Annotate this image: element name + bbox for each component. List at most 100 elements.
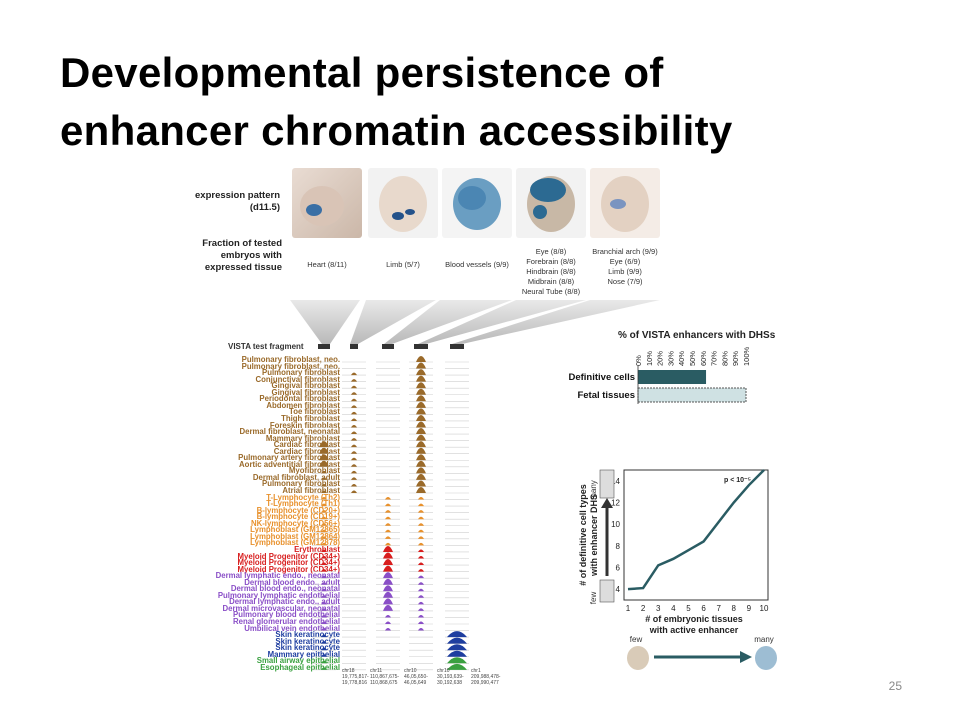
page-number: 25 xyxy=(888,679,902,693)
dhs-peak xyxy=(383,572,393,579)
dhs-peak xyxy=(385,503,391,507)
dhs-peak xyxy=(416,467,426,474)
line-y-tick: 14 xyxy=(611,477,620,486)
dhs-peak xyxy=(383,552,393,559)
dhs-peak xyxy=(385,621,391,624)
dhs-peak xyxy=(321,470,327,474)
dhs-peak xyxy=(321,490,327,493)
cell-type-label: Pulmonary artery fibroblast xyxy=(238,453,340,463)
bottom-label-few: few xyxy=(630,635,643,644)
dhs-peak xyxy=(418,529,424,533)
cell-type-label: Dermal lymphatic endo., adult xyxy=(229,597,340,607)
cell-type-label: Periodontal fibroblast xyxy=(259,394,340,404)
dhs-peak xyxy=(383,545,393,552)
line-y-axis-label: with enhancer DHS xyxy=(589,494,599,577)
fraction-label: Fraction of tested embryos with expresse… xyxy=(202,238,282,273)
dhs-peak xyxy=(416,356,426,362)
dhs-peak xyxy=(416,480,426,487)
line-series xyxy=(627,469,765,591)
line-x-axis-label: with active enhancer xyxy=(649,625,739,635)
dhs-peak xyxy=(351,379,357,382)
coordinate-label: chr1 209,988,478- 209,990,477 xyxy=(471,668,501,686)
dhs-peak xyxy=(447,644,467,651)
dhs-peak xyxy=(418,628,424,631)
cell-type-label: Dermal microvascular, neonatal xyxy=(222,603,340,613)
cell-type-label: Toe fibroblast xyxy=(289,407,340,417)
dhs-peak xyxy=(321,503,327,507)
dhs-peak xyxy=(385,536,391,539)
dhs-peak xyxy=(321,497,327,500)
embryo-image-blood-vessels xyxy=(442,168,512,238)
bottom-label-many: many xyxy=(754,635,774,644)
bar-x-tick: 60% xyxy=(699,351,708,366)
dhs-peak xyxy=(321,510,327,513)
dhs-peak xyxy=(416,454,426,461)
caption-blood-vessels: Blood vessels (9/9) xyxy=(445,260,509,269)
cell-type-label: Myeloid Progenitor (CD34+) xyxy=(237,564,340,574)
cell-type-label: Aortic adventitial fibroblast xyxy=(239,459,340,469)
dhs-peak xyxy=(418,582,424,585)
line-x-tick: 7 xyxy=(716,604,721,613)
dhs-peak xyxy=(383,598,393,605)
dhs-peak xyxy=(383,565,393,572)
cell-type-label: Gingival fibroblast xyxy=(271,381,340,391)
line-x-tick: 8 xyxy=(732,604,737,613)
cell-type-label: Small airway epithelial xyxy=(256,656,340,666)
dhs-peak xyxy=(321,588,327,592)
dhs-peak xyxy=(351,392,357,395)
bar-x-tick: 50% xyxy=(688,351,697,366)
dhs-peak xyxy=(321,542,327,546)
dhs-peak xyxy=(319,447,329,454)
cell-type-label: Cardiac fibroblast xyxy=(273,446,340,456)
cell-type-label: Conjunctival fibroblast xyxy=(255,374,340,384)
line-y-tick: 4 xyxy=(616,585,621,594)
dhs-peak xyxy=(418,588,424,592)
dhs-peak xyxy=(321,660,327,664)
dhs-peak xyxy=(416,395,426,402)
dhs-peak xyxy=(447,650,467,657)
dhs-peak xyxy=(321,523,327,526)
dhs-peak xyxy=(418,503,424,507)
dhs-peak xyxy=(447,637,467,644)
dhs-peak xyxy=(416,421,426,428)
dhs-peak xyxy=(416,434,426,441)
embryo-image-branchial xyxy=(590,168,660,238)
side-label-few: few xyxy=(589,592,598,605)
dhs-peak xyxy=(321,529,327,533)
dhs-peak xyxy=(321,569,327,572)
dhs-peak xyxy=(416,382,426,389)
dhs-peak xyxy=(416,369,426,376)
cell-type-label: Skin keratinocyte xyxy=(275,643,340,653)
dhs-peak xyxy=(319,460,329,467)
caption-limb: Limb (5/7) xyxy=(386,260,420,269)
line-x-tick: 9 xyxy=(747,604,752,613)
dhs-peak xyxy=(418,536,424,539)
dhs-peak xyxy=(321,483,327,487)
cell-type-label: Abdomen fibroblast xyxy=(266,400,340,410)
cell-type-label: Skin keratinocyte xyxy=(275,630,340,640)
dhs-peak xyxy=(321,575,327,579)
slide-title: Developmental persistence of enhancer ch… xyxy=(60,44,880,160)
dhs-peak xyxy=(385,529,391,533)
dhs-peak xyxy=(351,490,357,493)
dhs-peak xyxy=(321,477,327,480)
bar-chart-title: % of VISTA enhancers with DHSs xyxy=(618,330,776,341)
dhs-peak xyxy=(385,516,391,520)
dhs-peak xyxy=(418,621,424,624)
dhs-peak xyxy=(416,408,426,415)
dhs-peak xyxy=(319,454,329,461)
dhs-peak xyxy=(418,608,424,611)
dhs-peak xyxy=(321,582,327,585)
p-value-annotation: p < 10⁻⁵ xyxy=(724,477,751,484)
dhs-peak xyxy=(418,556,424,559)
dhs-peak xyxy=(418,549,424,552)
dhs-peak xyxy=(418,601,424,605)
cell-type-label: T-Lymphocyte (Th2) xyxy=(266,492,340,502)
coordinate-label: chr10 46,05,650- 46,05,649 xyxy=(404,668,428,686)
coordinate-label: chr10 30,193,639- 30,192,638 xyxy=(437,668,464,686)
dhs-peak xyxy=(351,411,357,415)
dhs-peak xyxy=(416,460,426,467)
dhs-peak xyxy=(351,385,357,389)
